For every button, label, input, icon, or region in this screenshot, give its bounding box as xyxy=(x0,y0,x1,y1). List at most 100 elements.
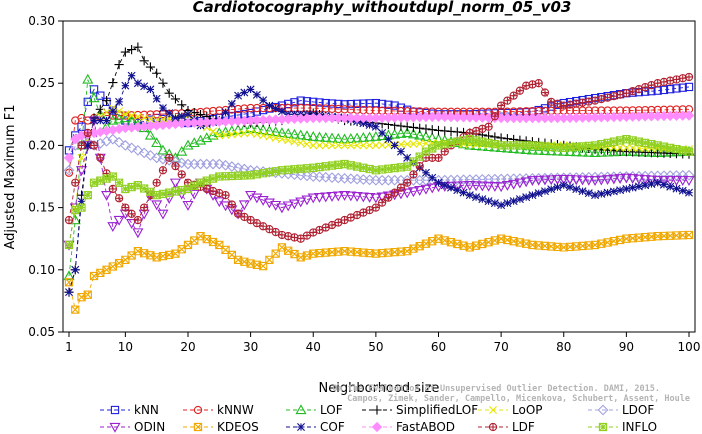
data-point-odin xyxy=(458,181,470,192)
data-point-inflo xyxy=(371,166,381,175)
data-point-lof xyxy=(407,128,419,139)
data-point-cof xyxy=(497,201,506,210)
data-point-ldf-ring xyxy=(409,170,418,179)
data-point-ldf-ring xyxy=(678,74,687,83)
data-point-ldf-ring xyxy=(64,215,74,225)
data-point-cof xyxy=(547,185,556,194)
data-point-lof xyxy=(414,129,426,140)
data-point-ldf xyxy=(510,92,518,100)
legend-entry-cof: COF xyxy=(286,420,345,434)
data-point-cof xyxy=(591,191,600,200)
data-point-ldf xyxy=(90,141,98,149)
data-point-knn xyxy=(390,101,399,110)
data-point-odin xyxy=(470,181,482,192)
legend-marker-knn xyxy=(110,405,120,415)
data-point-ldf xyxy=(272,228,280,236)
legend-marker-ldf xyxy=(489,423,497,431)
data-point-cof xyxy=(158,104,167,113)
data-point-odin xyxy=(645,175,657,186)
legend-entry-inflo: INFLO xyxy=(588,420,657,434)
data-point-ldf xyxy=(622,89,630,97)
data-point-cof xyxy=(71,265,80,274)
data-point-ldf-ring xyxy=(578,98,587,107)
data-point-inflo xyxy=(208,174,218,183)
data-point-lof xyxy=(251,123,263,134)
data-point-ldof xyxy=(151,152,163,164)
data-point-inflo xyxy=(165,188,174,197)
data-point-cof xyxy=(447,183,456,192)
data-point-cof xyxy=(597,189,606,198)
data-point-lof xyxy=(339,133,351,144)
data-point-lof xyxy=(151,137,163,148)
legend-entry-simplifiedlof: SimplifiedLOF xyxy=(362,403,478,417)
data-point-inflo xyxy=(590,141,600,150)
x-tick-label: 20 xyxy=(180,340,195,354)
data-point-inflo xyxy=(440,140,449,149)
data-point-lof xyxy=(301,130,313,141)
data-point-loop xyxy=(346,141,355,150)
data-point-odin xyxy=(664,176,676,186)
legend-entry-lof: LOF xyxy=(286,403,343,417)
data-point-simplifiedlof xyxy=(108,77,118,88)
data-point-ldf-ring xyxy=(534,79,543,88)
data-point-loop xyxy=(309,141,318,150)
data-point-odin xyxy=(238,200,250,211)
data-point-lof xyxy=(119,112,131,123)
data-point-cof xyxy=(177,112,186,121)
data-point-odin xyxy=(633,174,645,185)
data-point-ldf-ring xyxy=(371,203,381,212)
data-point-odin xyxy=(282,201,294,212)
data-point-lof xyxy=(288,128,300,139)
data-point-knn xyxy=(96,91,105,100)
data-point-odin xyxy=(533,175,545,186)
data-point-odin xyxy=(658,176,670,186)
x-tick-label: 10 xyxy=(118,340,133,354)
data-point-knnw xyxy=(121,111,130,120)
data-point-knn xyxy=(352,99,362,109)
legend-label-odin: ODIN xyxy=(134,420,165,434)
data-point-loop xyxy=(202,123,211,132)
data-point-ldf-ring xyxy=(221,191,230,200)
data-point-lof xyxy=(576,146,589,157)
series-kdeos xyxy=(64,230,694,314)
data-point-lof xyxy=(464,139,476,150)
data-point-ldf xyxy=(71,179,79,187)
data-point-inflo xyxy=(127,182,136,192)
data-point-cof xyxy=(566,183,574,192)
legend-label-kdeos: KDEOS xyxy=(217,420,259,434)
data-point-lof xyxy=(320,131,332,142)
data-point-cof xyxy=(522,193,531,202)
data-point-fastabod xyxy=(683,110,695,121)
data-point-ldf xyxy=(397,184,405,192)
data-point-cof xyxy=(102,116,111,125)
data-point-odin xyxy=(564,175,576,185)
data-point-ldf xyxy=(409,170,418,179)
data-point-lof xyxy=(245,122,257,133)
data-point-inflo xyxy=(177,186,186,195)
data-point-ldof xyxy=(145,149,156,161)
data-point-cof xyxy=(403,153,412,162)
data-point-knn xyxy=(315,98,324,107)
data-point-ldf xyxy=(472,127,480,135)
data-point-ldf xyxy=(128,210,136,218)
data-point-inflo xyxy=(396,163,406,172)
data-point-cof xyxy=(459,188,468,197)
data-point-ldf xyxy=(134,216,142,224)
data-point-odin xyxy=(602,175,614,185)
data-point-inflo xyxy=(252,170,262,179)
data-point-ldf xyxy=(228,200,236,209)
data-point-cof xyxy=(277,107,286,116)
data-point-cof xyxy=(265,101,274,110)
data-point-inflo xyxy=(158,189,168,199)
data-point-inflo xyxy=(309,163,318,172)
data-point-ldof xyxy=(683,169,695,181)
data-point-ldf-ring xyxy=(165,153,174,162)
data-point-knn xyxy=(659,85,669,95)
legend-label-simplifiedlof: SimplifiedLOF xyxy=(396,403,478,417)
data-point-loop xyxy=(359,141,368,150)
legend-label-ldf: LDF xyxy=(512,420,535,434)
data-point-simplifiedlof xyxy=(402,122,412,132)
data-point-kdeos xyxy=(71,305,80,314)
data-point-odin xyxy=(332,191,344,202)
data-point-ldf-ring xyxy=(171,161,180,171)
